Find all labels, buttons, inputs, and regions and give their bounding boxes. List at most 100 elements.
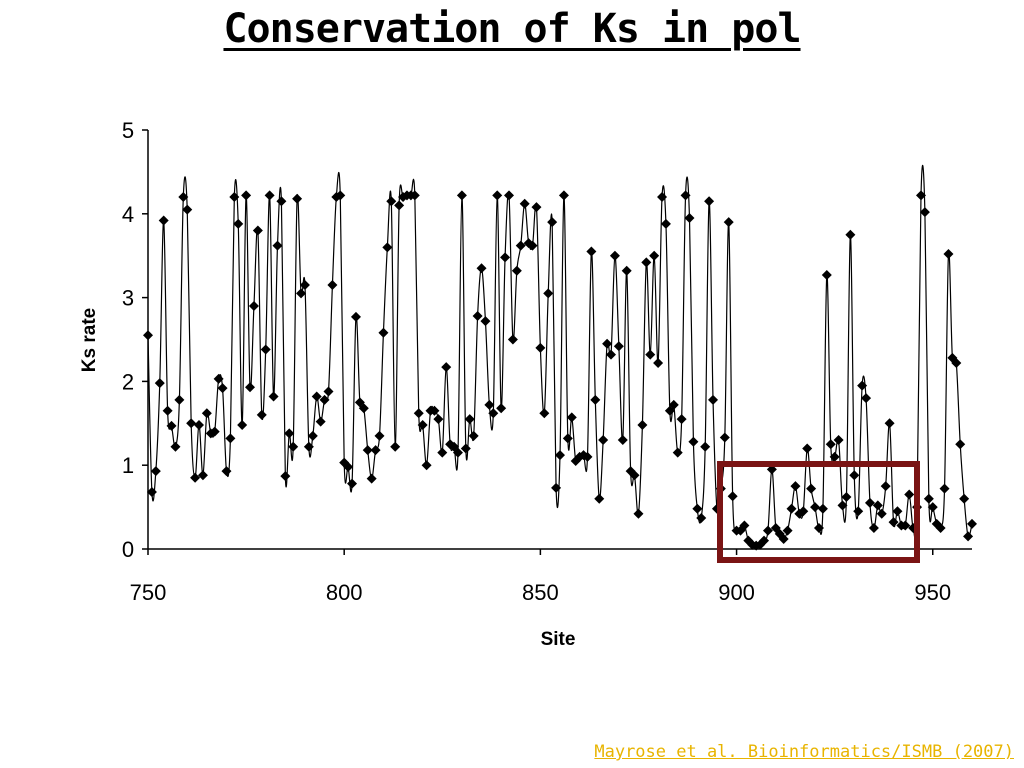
data-point [864, 497, 875, 508]
slide-title: Conservation of Ks in pol [223, 6, 801, 52]
data-point [582, 451, 593, 462]
data-point [723, 217, 734, 228]
data-point [967, 518, 977, 529]
data-point [476, 263, 487, 274]
data-point [323, 386, 334, 397]
data-point [241, 190, 252, 201]
data-point [343, 461, 354, 472]
data-point [841, 492, 852, 503]
data-point [417, 419, 428, 430]
data-point [833, 435, 844, 446]
series-ks-rate [147, 164, 973, 547]
data-point [688, 436, 699, 447]
data-point [456, 190, 467, 201]
data-point [645, 349, 656, 360]
data-point [468, 430, 479, 441]
data-point [935, 523, 946, 534]
data-point [955, 439, 966, 450]
data-point [606, 349, 617, 360]
data-point [503, 190, 514, 201]
data-point [668, 399, 679, 410]
data-point [629, 470, 640, 481]
data-point [264, 190, 275, 201]
data-point [303, 441, 314, 452]
data-point [531, 202, 542, 213]
data-point [284, 428, 295, 439]
data-point [315, 416, 326, 427]
data-point [692, 503, 703, 514]
data-point [621, 265, 632, 276]
data-point [637, 419, 648, 430]
data-point [939, 483, 950, 494]
data-point [594, 493, 605, 504]
data-point [759, 535, 770, 546]
data-point [853, 506, 864, 517]
data-point [868, 523, 879, 534]
citation-link[interactable]: Mayrose et al. Bioinformatics/ISMB (2007… [594, 742, 1014, 762]
data-point [248, 300, 259, 311]
y-tick-label: 2 [122, 369, 134, 394]
data-point [660, 218, 671, 229]
data-point [382, 242, 393, 253]
data-point [876, 508, 887, 519]
data-point [527, 240, 538, 251]
data-point [280, 471, 291, 482]
data-point [551, 482, 562, 493]
y-tick-label: 0 [122, 537, 134, 562]
data-point [150, 466, 161, 477]
data-point [452, 447, 463, 458]
data-point [680, 190, 691, 201]
data-point [394, 200, 405, 211]
y-tick-label: 4 [122, 202, 134, 227]
data-point [496, 403, 507, 414]
data-point [158, 215, 169, 226]
data-point [547, 217, 558, 228]
data-point [704, 196, 715, 207]
data-point [641, 257, 652, 268]
data-point [437, 447, 448, 458]
data-point [543, 288, 554, 299]
data-point [276, 196, 287, 207]
data-point [390, 441, 401, 452]
data-point [143, 330, 153, 341]
data-point [798, 506, 809, 517]
x-tick-label: 800 [326, 580, 363, 605]
data-point [441, 362, 452, 373]
data-point [884, 418, 895, 429]
data-point [307, 430, 318, 441]
data-point [507, 334, 518, 345]
highlight-box [717, 461, 920, 563]
data-point [900, 520, 911, 531]
data-point [213, 373, 224, 384]
data-point [174, 394, 185, 405]
x-tick-label: 950 [914, 580, 951, 605]
data-point [558, 190, 569, 201]
data-point [700, 441, 711, 452]
data-point [837, 500, 848, 511]
data-point [319, 394, 330, 405]
data-point [256, 409, 267, 420]
data-point [358, 403, 369, 414]
y-tick-label: 3 [122, 286, 134, 311]
data-point [657, 192, 668, 203]
data-point [335, 190, 346, 201]
data-point [166, 420, 177, 431]
data-point [762, 525, 773, 536]
x-tick-label: 900 [718, 580, 755, 605]
data-point [708, 394, 719, 405]
data-point [806, 483, 817, 494]
data-point [676, 414, 687, 425]
data-point [821, 269, 832, 280]
data-point [292, 193, 303, 204]
data-point [288, 441, 299, 452]
data-point [209, 426, 220, 437]
data-point [813, 523, 824, 534]
data-point [825, 439, 836, 450]
data-point [429, 405, 440, 416]
data-point [555, 450, 565, 461]
data-point [311, 391, 322, 402]
data-point [617, 435, 628, 446]
data-point [586, 246, 597, 257]
